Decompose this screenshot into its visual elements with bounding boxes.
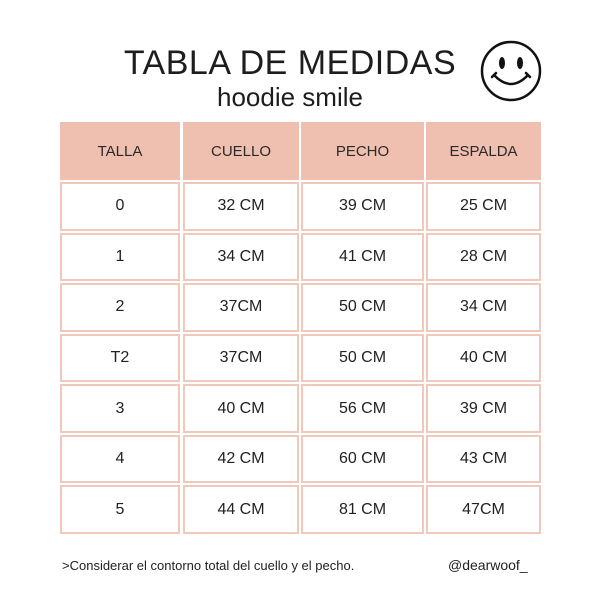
table-cell: 42 CM [183, 434, 299, 484]
smiley-icon [480, 40, 542, 102]
table-cell: 40 CM [426, 333, 541, 383]
table-cell: 41 CM [301, 232, 424, 282]
table-cell: 0 [60, 182, 180, 231]
table-cell: 34 CM [426, 283, 541, 332]
table-cell: 5 [60, 485, 180, 534]
table-cell: 50 CM [301, 333, 424, 383]
table-cell: 81 CM [301, 485, 424, 534]
table-cell: 44 CM [183, 485, 299, 534]
table-cell: T2 [60, 333, 180, 383]
column-header: CUELLO [183, 122, 299, 180]
table-cell: 3 [60, 384, 180, 433]
table-cell: 32 CM [183, 182, 299, 231]
subtitle: hoodie smile [217, 82, 363, 112]
table-cell: 37CM [183, 283, 299, 332]
column-header: ESPALDA [426, 122, 541, 180]
table-cell: 25 CM [426, 182, 541, 231]
table-cell: 34 CM [183, 232, 299, 282]
table-cell: 60 CM [301, 434, 424, 484]
column-header: TALLA [60, 122, 180, 180]
table-cell: 43 CM [426, 434, 541, 484]
table-cell: 47CM [426, 485, 541, 534]
table-cell: 56 CM [301, 384, 424, 433]
table-cell: 28 CM [426, 232, 541, 282]
table-cell: 2 [60, 283, 180, 332]
table-cell: 4 [60, 434, 180, 484]
title: TABLA DE MEDIDAS [123, 44, 457, 82]
table-cell: 50 CM [301, 283, 424, 332]
table-cell: 37CM [183, 333, 299, 383]
column-header: PECHO [301, 122, 424, 180]
footnote: >Considerar el contorno total del cuello… [62, 558, 355, 573]
handle: @dearwoof_ [448, 557, 528, 573]
size-table: TALLA CUELLO PECHO ESPALDA 0 32 CM 39 CM 25 CM 1… [60, 122, 542, 536]
table-cell: 39 CM [426, 384, 541, 433]
table-cell: 1 [60, 232, 180, 282]
table-cell: 39 CM [301, 182, 424, 231]
table-cell: 40 CM [183, 384, 299, 433]
